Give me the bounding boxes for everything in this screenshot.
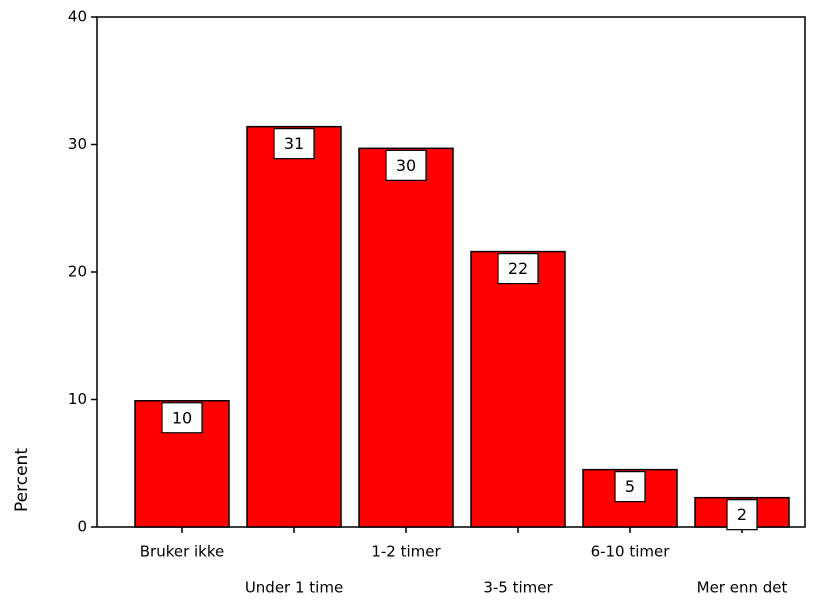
bar bbox=[470, 250, 566, 528]
value-label-box bbox=[614, 471, 646, 503]
y-tick-label: 40 bbox=[68, 8, 87, 26]
value-label-box bbox=[161, 402, 203, 434]
x-tick-label: 3-5 timer bbox=[483, 579, 553, 597]
y-tick-label: 0 bbox=[77, 518, 87, 536]
x-tick-label: Under 1 time bbox=[245, 579, 343, 597]
value-label-box bbox=[497, 253, 539, 285]
value-label: 31 bbox=[284, 134, 304, 153]
value-label-box bbox=[385, 149, 427, 181]
value-label: 30 bbox=[396, 156, 416, 175]
x-tick-label: Mer enn det bbox=[697, 579, 788, 597]
plot-frame bbox=[96, 16, 806, 528]
x-tick-label: Bruker ikke bbox=[140, 543, 225, 561]
value-label: 2 bbox=[737, 505, 747, 524]
x-tick-label: 1-2 timer bbox=[371, 543, 441, 561]
y-tick-label: 30 bbox=[68, 135, 87, 153]
y-axis-label: Percent bbox=[12, 448, 32, 512]
value-label-box bbox=[726, 499, 758, 531]
x-tick-label: 6-10 timer bbox=[591, 543, 671, 561]
y-tick-label: 10 bbox=[68, 390, 87, 408]
y-tick-label: 20 bbox=[68, 263, 87, 281]
value-label: 5 bbox=[625, 477, 635, 496]
value-label: 10 bbox=[172, 408, 192, 427]
value-label-box bbox=[273, 128, 315, 160]
bar bbox=[358, 147, 454, 528]
value-label: 22 bbox=[508, 259, 528, 278]
bar bbox=[246, 125, 342, 528]
